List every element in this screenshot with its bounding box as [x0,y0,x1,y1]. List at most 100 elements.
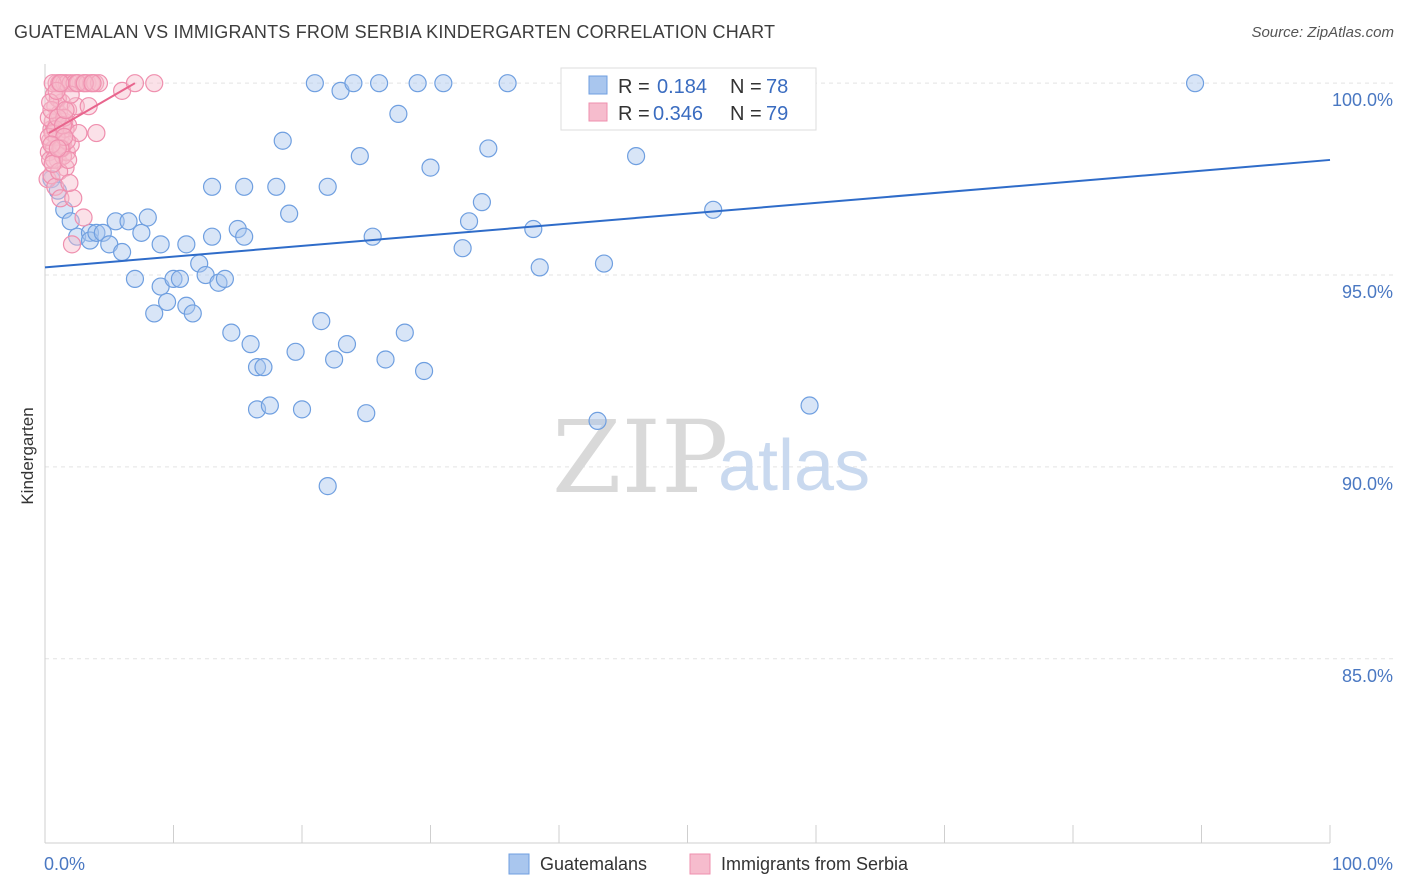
stats-n-label-0: N = [730,76,762,98]
chart-source: Source: ZipAtlas.com [1251,24,1394,41]
point-serbia-55 [60,173,79,193]
point-guatemalans-47 [318,177,337,196]
stats-r-value-0: 0.184 [657,76,707,98]
point-guatemalans-58 [389,104,408,123]
legend-swatch-serbia [689,853,711,875]
y-tick-label-0: 100.0% [1332,90,1393,110]
point-serbia-43 [66,97,85,116]
y-tick-label-2: 90.0% [1342,474,1393,494]
point-guatemalans-51 [337,335,357,354]
point-serbia-58 [43,154,62,173]
point-guatemalans-39 [260,396,279,415]
stats-n-value-1: 79 [766,103,788,125]
stats-r-label-1: R = [618,103,650,125]
point-guatemalans-68 [498,74,517,93]
point-guatemalans-73 [626,146,646,166]
point-guatemalans-24 [183,304,202,323]
point-guatemalans-76 [800,396,819,415]
point-guatemalans-18 [151,235,170,254]
point-guatemalans-54 [357,404,376,423]
trend-line-guatemalans [44,158,1331,269]
y-tick-label-3: 85.0% [1342,666,1393,686]
point-guatemalans-36 [247,358,267,377]
point-guatemalans-45 [305,74,324,93]
point-guatemalans-62 [421,158,440,177]
point-guatemalans-34 [235,227,254,246]
point-guatemalans-20 [164,269,183,288]
point-guatemalans-16 [145,304,164,323]
legend-label-guatemalans: Guatemalans [540,854,647,874]
stats-r-value-1: 0.346 [653,103,703,125]
stats-legend: R = 0.184 N = 78 R = 0.346 N = 79 [560,67,817,131]
legend-label-serbia: Immigrants from Serbia [721,854,909,874]
point-serbia-37 [51,189,70,208]
point-guatemalans-67 [479,139,498,158]
point-guatemalans-59 [395,323,414,342]
point-guatemalans-28 [202,177,222,196]
point-guatemalans-44 [292,400,312,419]
point-guatemalans-13 [125,269,145,288]
trend-line-serbia [48,82,136,134]
point-guatemalans-5 [80,223,100,242]
point-guatemalans-42 [280,204,299,223]
point-serbia-64 [59,150,78,170]
point-serbia-72 [75,74,94,93]
point-serbia-73 [83,74,102,93]
y-tick-labels: 100.0% 95.0% 90.0% 85.0% [1332,90,1393,686]
point-serbia-69 [51,74,70,93]
point-guatemalans-57 [376,350,395,369]
point-guatemalans-43 [286,342,305,361]
point-guatemalans-27 [202,227,222,246]
point-guatemalans-11 [112,242,132,262]
stats-n-value-0: 78 [766,76,788,98]
point-guatemalans-55 [363,227,382,246]
point-guatemalans-40 [267,177,286,196]
point-serbia-45 [74,208,93,227]
point-guatemalans-60 [408,74,427,93]
point-serbia-76 [145,74,164,93]
point-guatemalans-30 [215,269,234,288]
point-serbia-63 [56,100,75,120]
x-tick-label-min: 0.0% [44,854,85,874]
point-guatemalans-21 [170,269,190,288]
y-tick-label-1: 95.0% [1342,282,1393,302]
chart-title: GUATEMALAN VS IMMIGRANTS FROM SERBIA KIN… [14,22,776,42]
point-serbia-35 [46,177,65,196]
point-guatemalans-48 [318,477,337,496]
point-guatemalans-22 [177,235,196,254]
point-serbia-56 [62,235,82,254]
point-guatemalans-64 [453,239,472,258]
watermark-atlas: atlas [718,426,870,506]
legend-swatch-guatemalans [508,853,530,875]
point-serbia-78 [48,139,67,158]
point-serbia-47 [87,123,106,143]
point-serbia-42 [64,189,83,208]
stats-n-label-1: N = [730,103,762,125]
point-guatemalans-14 [132,223,151,242]
point-guatemalans-56 [370,74,389,93]
point-guatemalans-31 [222,323,241,342]
axes [44,64,1331,844]
point-guatemalans-46 [312,312,331,331]
x-tick-label-max: 100.0% [1332,854,1393,874]
point-guatemalans-15 [138,208,157,227]
point-guatemalans-72 [594,254,614,273]
stats-swatch-serbia [588,102,608,122]
gridlines [45,82,1393,660]
stats-r-label-0: R = [618,76,650,98]
point-guatemalans-12 [119,212,138,231]
trend-lines [44,82,1331,269]
point-serbia-71 [68,74,87,93]
point-guatemalans-70 [530,258,549,277]
point-guatemalans-61 [414,361,434,381]
point-guatemalans-77 [1185,74,1205,93]
point-guatemalans-65 [459,212,479,231]
point-guatemalans-52 [344,74,363,93]
point-guatemalans-35 [241,335,260,354]
point-guatemalans-8 [93,223,112,242]
point-guatemalans-63 [434,74,453,93]
series-legend: Guatemalans Immigrants from Serbia [508,853,909,875]
point-guatemalans-7 [87,223,106,242]
watermark-zip: ZIP [552,399,728,516]
